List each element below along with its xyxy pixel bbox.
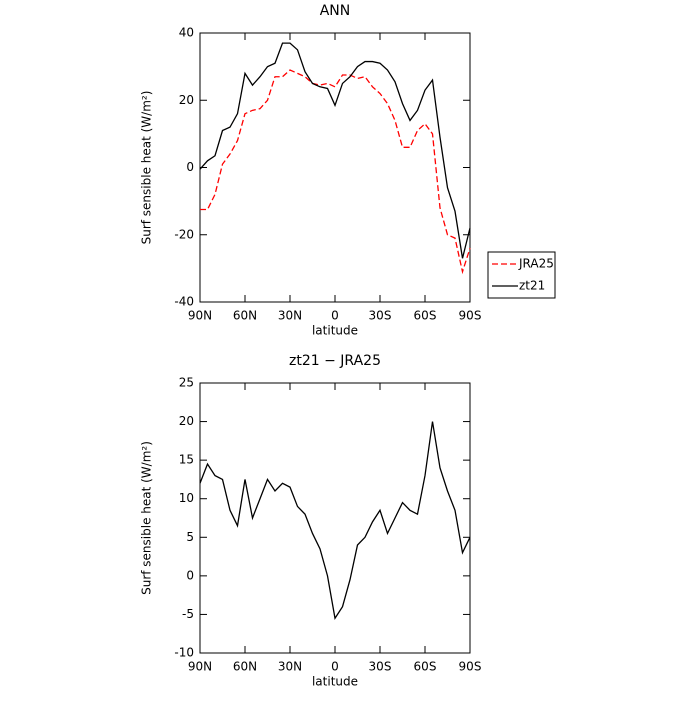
x-axis-label: latitude (312, 675, 358, 689)
y-axis-label: Surf sensible heat (W/m²) (140, 441, 154, 595)
x-tick-label: 60S (414, 309, 437, 323)
data-line (199, 421, 471, 621)
y-tick-label: -10 (174, 646, 194, 660)
y-tick-label: 10 (179, 491, 194, 505)
y-tick-label: 15 (179, 453, 194, 467)
x-axis-label: latitude (312, 324, 358, 338)
y-tick-label: 40 (179, 26, 194, 40)
y-axis-label: Surf sensible heat (W/m²) (140, 91, 154, 245)
x-tick-label: 0 (331, 309, 339, 323)
plot-frame (199, 382, 471, 654)
x-tick-label: 0 (331, 660, 339, 674)
legend-box (487, 251, 556, 299)
x-tick-label: 60N (233, 660, 257, 674)
x-tick-label: 30N (278, 660, 302, 674)
data-line (200, 69, 471, 275)
y-tick-label: 20 (179, 414, 194, 428)
chart-title: ANN (320, 3, 351, 19)
legend-label: zt21 (519, 279, 545, 293)
x-tick-label: 30S (369, 660, 392, 674)
x-tick-label: 90S (459, 309, 482, 323)
x-tick-label: 60N (233, 309, 257, 323)
chart-title: zt21 − JRA25 (289, 353, 381, 369)
y-tick-label: 5 (186, 530, 194, 544)
y-tick-label: 0 (186, 160, 194, 174)
legend-label: JRA25 (518, 257, 554, 271)
y-tick-label: 0 (186, 568, 194, 582)
y-tick-label: 25 (179, 376, 194, 390)
plot-frame (199, 32, 471, 303)
y-tick-label: -5 (182, 607, 194, 621)
x-tick-label: 30S (369, 309, 392, 323)
x-tick-label: 90N (188, 660, 212, 674)
x-tick-label: 30N (278, 309, 302, 323)
y-tick-label: -20 (174, 227, 194, 241)
y-tick-label: -40 (174, 295, 194, 309)
x-tick-label: 90N (188, 309, 212, 323)
x-tick-label: 60S (414, 660, 437, 674)
y-tick-label: 20 (179, 93, 194, 107)
data-line (199, 42, 471, 259)
x-tick-label: 90S (459, 660, 482, 674)
